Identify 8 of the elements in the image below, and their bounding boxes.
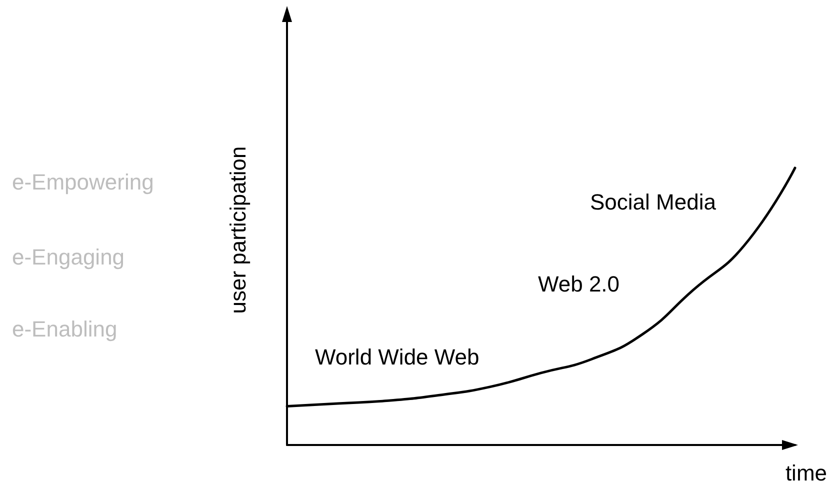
- text: e-Empowering: [12, 170, 154, 194]
- annotation: Web 2.0: [538, 272, 620, 296]
- annotation: Social Media: [590, 190, 717, 214]
- annotation: World Wide Web: [315, 344, 480, 370]
- text: e-Engaging: [12, 244, 125, 270]
- x-axis-title: time: [785, 460, 827, 486]
- y-axis-title: user participation: [226, 146, 250, 314]
- text: e-Enabling: [12, 316, 118, 342]
